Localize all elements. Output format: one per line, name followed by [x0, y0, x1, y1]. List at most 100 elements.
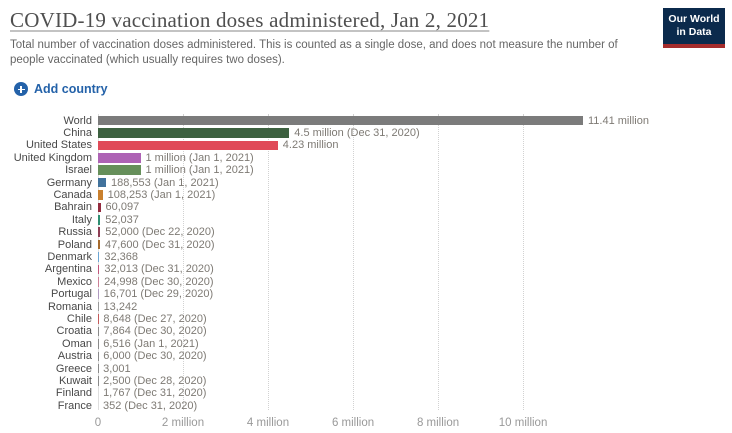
- bar-track: 52,000 (Dec 22, 2020): [98, 226, 722, 238]
- bar-track: 188,553 (Jan 1, 2021): [98, 176, 722, 189]
- bar-track: 3,001: [98, 362, 722, 375]
- add-country-button[interactable]: Add country: [14, 82, 108, 97]
- value-label: 3,001: [103, 362, 131, 375]
- bar[interactable]: [98, 165, 141, 175]
- bar-row: Denmark 32,368: [10, 251, 722, 263]
- axis-tick-label: 8 million: [416, 417, 460, 430]
- bar-row: Portugal 16,701 (Dec 29, 2020): [10, 288, 722, 300]
- bar[interactable]: [98, 190, 103, 200]
- value-label: 24,998 (Dec 30, 2020): [104, 275, 214, 288]
- bar-row: Kuwait 2,500 (Dec 28, 2020): [10, 375, 722, 387]
- bar-row: Germany 188,553 (Jan 1, 2021): [10, 176, 722, 189]
- value-label: 7,864 (Dec 30, 2020): [103, 325, 207, 338]
- bar[interactable]: [98, 177, 106, 188]
- logo-line-1: Our World: [668, 13, 720, 26]
- country-label: Germany: [46, 176, 92, 189]
- chart-header: COVID-19 vaccination doses administered,…: [0, 0, 732, 68]
- bar[interactable]: [98, 289, 99, 299]
- country-label: Chile: [66, 313, 92, 326]
- bar-row: Finland 1,767 (Dec 31, 2020): [10, 387, 722, 399]
- axis-tick-label: 4 million: [246, 417, 290, 430]
- bar-row: Argentina 32,013 (Dec 31, 2020): [10, 263, 722, 275]
- axis-tick-label: 0: [94, 417, 102, 430]
- value-label: 6,516 (Jan 1, 2021): [103, 337, 199, 350]
- bar[interactable]: [98, 115, 583, 126]
- bar-track: 32,013 (Dec 31, 2020): [98, 263, 722, 275]
- value-label: 6,000 (Dec 30, 2020): [103, 350, 207, 363]
- bar-track: 60,097: [98, 201, 722, 213]
- bar[interactable]: [98, 277, 100, 287]
- bar-track: 4.23 million: [98, 139, 722, 151]
- bar-chart: World 11.41 million China 4.5 million (Dec …: [0, 114, 732, 432]
- value-label: 52,037: [105, 213, 139, 226]
- value-label: 32,368: [104, 251, 139, 264]
- bar-track: 1,767 (Dec 31, 2020): [98, 387, 722, 399]
- value-label: 16,701 (Dec 29, 2020): [103, 288, 214, 301]
- bar-track: 108,253 (Jan 1, 2021): [98, 189, 722, 201]
- bar-rows: World 11.41 million China 4.5 million (Dec …: [10, 114, 722, 412]
- bar[interactable]: [98, 215, 101, 225]
- bar-row: Bahrain 60,097: [10, 201, 722, 213]
- bar[interactable]: [98, 301, 99, 312]
- bar-track: 6,516 (Jan 1, 2021): [98, 338, 722, 350]
- bar-track: 6,000 (Dec 30, 2020): [98, 350, 722, 362]
- country-label: France: [57, 399, 92, 412]
- value-label: 32,013 (Dec 31, 2020): [104, 263, 214, 276]
- bar-row: Italy 52,037: [10, 214, 722, 226]
- bar-row: Croatia 7,864 (Dec 30, 2020): [10, 325, 722, 337]
- bar-row: United States 4.23 million: [10, 139, 722, 151]
- bar-track: 7,864 (Dec 30, 2020): [98, 325, 722, 337]
- country-label: Portugal: [51, 288, 92, 301]
- plus-circle-icon: [14, 82, 28, 97]
- country-label: Canada: [53, 188, 92, 201]
- value-label: 4.5 million (Dec 31, 2020): [294, 126, 420, 139]
- value-label: 11.41 million: [588, 114, 649, 127]
- country-label: Poland: [57, 238, 92, 251]
- bar[interactable]: [98, 202, 101, 213]
- value-label: 13,242: [103, 300, 138, 313]
- bar[interactable]: [98, 140, 278, 151]
- bar-track: 1 million (Jan 1, 2021): [98, 152, 722, 164]
- country-label: Romania: [47, 300, 92, 313]
- bar[interactable]: [98, 239, 101, 250]
- country-label: Israel: [65, 164, 92, 177]
- x-axis: 0 2 million 4 million 6 million 8 million 10 …: [94, 412, 722, 432]
- bar-track: 47,600 (Dec 31, 2020): [98, 238, 722, 251]
- value-label: 47,600 (Dec 31, 2020): [105, 238, 215, 251]
- country-label: United States: [25, 139, 92, 152]
- bar[interactable]: [98, 128, 290, 138]
- bar-row: Romania 13,242: [10, 300, 722, 313]
- bar[interactable]: [98, 264, 100, 275]
- chart-title[interactable]: COVID-19 vaccination doses administered,…: [10, 8, 490, 32]
- country-label: Denmark: [47, 251, 92, 264]
- bar-row: Mexico 24,998 (Dec 30, 2020): [10, 276, 722, 288]
- value-label: 60,097: [105, 201, 140, 214]
- country-label: Finland: [55, 387, 92, 400]
- country-label: Oman: [62, 337, 92, 350]
- bar-track: 4.5 million (Dec 31, 2020): [98, 127, 722, 139]
- axis-tick-label: 6 million: [331, 417, 375, 430]
- value-label: 1,767 (Dec 31, 2020): [103, 387, 207, 400]
- value-label: 108,253 (Jan 1, 2021): [107, 188, 216, 201]
- value-label: 4.23 million: [282, 139, 339, 152]
- bar-row: France 352 (Dec 31, 2020): [10, 400, 722, 412]
- value-label: 352 (Dec 31, 2020): [103, 399, 198, 412]
- owid-logo[interactable]: Our World in Data: [663, 8, 725, 48]
- bar-row: Austria 6,000 (Dec 30, 2020): [10, 350, 722, 362]
- bar-row: World 11.41 million: [10, 114, 722, 127]
- bar-row: Greece 3,001: [10, 362, 722, 375]
- bar-row: Chile 8,648 (Dec 27, 2020): [10, 313, 722, 325]
- bar-track: 11.41 million: [98, 114, 722, 127]
- bar-row: Russia 52,000 (Dec 22, 2020): [10, 226, 722, 238]
- bar-track: 24,998 (Dec 30, 2020): [98, 276, 722, 288]
- chart-subtitle: Total number of vaccination doses admini…: [10, 39, 618, 67]
- value-label: 8,648 (Dec 27, 2020): [103, 313, 207, 326]
- bar[interactable]: [98, 153, 141, 163]
- country-label: Argentina: [44, 263, 92, 276]
- country-label: Italy: [71, 213, 92, 226]
- bar[interactable]: [98, 227, 101, 237]
- add-country-label: Add country: [34, 82, 108, 97]
- bar[interactable]: [98, 252, 100, 262]
- country-label: China: [63, 126, 92, 139]
